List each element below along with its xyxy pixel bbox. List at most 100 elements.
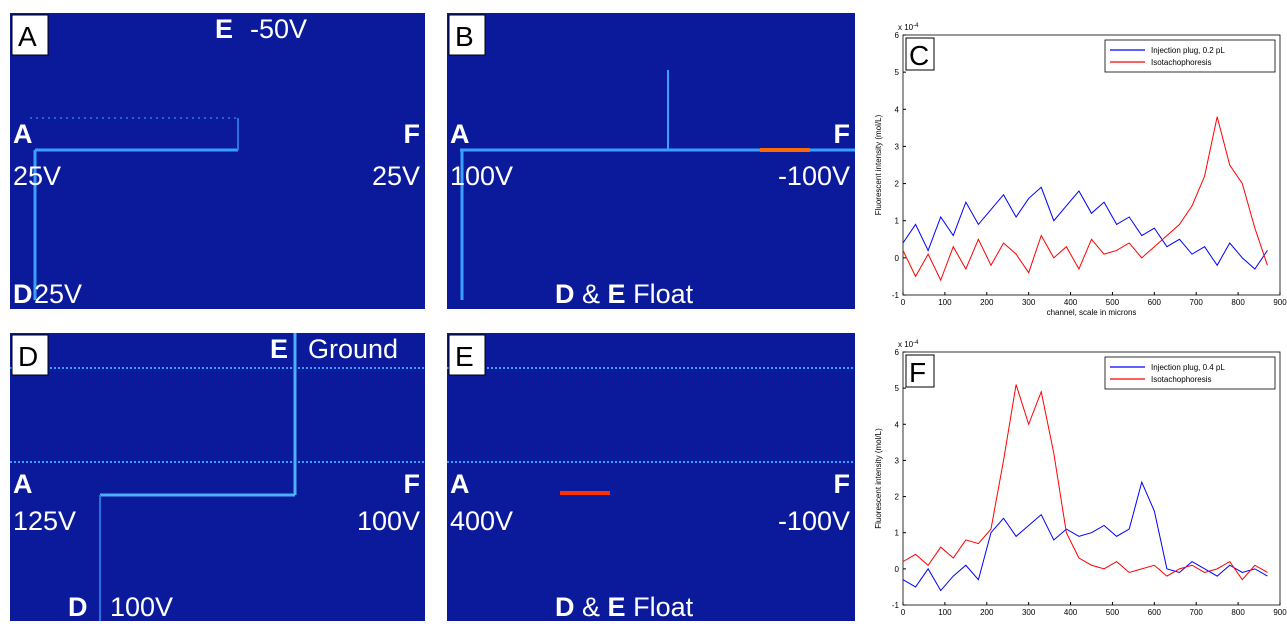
x-tick-label: 500 — [1106, 298, 1120, 307]
data-line — [902, 384, 1268, 581]
x-tick-label: 700 — [1190, 608, 1204, 617]
panel-label: D — [18, 341, 38, 372]
image-panel — [447, 13, 855, 309]
y-multiplier-exponent: -4 — [913, 340, 919, 346]
x-tick-label: 900 — [1273, 608, 1287, 617]
x-tick-label: 100 — [938, 608, 952, 617]
voltage: -100V — [778, 161, 850, 191]
y-tick-label: 5 — [895, 68, 900, 77]
x-tick-label: 600 — [1148, 608, 1162, 617]
y-tick-label: 2 — [895, 180, 900, 189]
x-tick-label: 800 — [1231, 298, 1245, 307]
electrode: D — [555, 279, 575, 309]
voltage: Ground — [308, 334, 398, 364]
voltage: 100V — [110, 592, 173, 622]
y-multiplier-base: x 10 — [898, 23, 914, 32]
image-panel — [447, 333, 855, 621]
electrode: D — [555, 592, 575, 622]
panel-label: F — [909, 357, 926, 388]
electrode: A — [450, 119, 470, 149]
image-panel — [10, 13, 425, 309]
panel-label-box — [905, 354, 935, 388]
status: D & E Float — [555, 592, 694, 622]
voltage: 125V — [13, 506, 76, 536]
electrode: E — [215, 14, 233, 44]
electrode: D — [13, 279, 33, 309]
electrode: D — [68, 592, 88, 622]
x-tick-label: 600 — [1148, 298, 1162, 307]
data-line — [902, 480, 1268, 592]
panel-label: B — [455, 21, 474, 52]
conjunction: & — [582, 592, 600, 622]
x-tick-label: 400 — [1064, 298, 1078, 307]
data-line — [902, 186, 1268, 270]
legend — [1104, 356, 1276, 390]
conjunction: & — [582, 279, 600, 309]
electrode: E — [608, 592, 626, 622]
voltage: 400V — [450, 506, 513, 536]
y-tick-label: 1 — [895, 217, 900, 226]
x-tick-label: 900 — [1273, 298, 1287, 307]
y-tick-label: 4 — [895, 105, 900, 114]
x-tick-label: 400 — [1064, 608, 1078, 617]
y-tick-label: -1 — [892, 601, 900, 610]
y-tick-label: -1 — [892, 291, 900, 300]
y-multiplier-exponent: -4 — [913, 23, 919, 29]
electrode: A — [13, 469, 33, 499]
status: D & E Float — [555, 279, 694, 309]
x-tick-label: 100 — [938, 298, 952, 307]
voltage: -50V — [250, 14, 307, 44]
y-tick-label: 6 — [895, 348, 900, 357]
y-tick-label: 1 — [895, 529, 900, 538]
electrode: F — [404, 469, 421, 499]
electrode: A — [13, 119, 33, 149]
panel-label: E — [455, 341, 474, 372]
electrode: E — [270, 334, 288, 364]
electrode: E — [608, 279, 626, 309]
state: Float — [633, 279, 694, 309]
x-tick-label: 500 — [1106, 608, 1120, 617]
state: Float — [633, 592, 694, 622]
x-axis-label: channel, scale in microns — [1047, 308, 1137, 317]
x-tick-label: 0 — [901, 608, 906, 617]
data-line — [902, 116, 1268, 282]
panel-label: C — [909, 40, 929, 71]
electrode: F — [834, 119, 851, 149]
voltage: 25V — [13, 161, 61, 191]
y-tick-label: 2 — [895, 493, 900, 502]
legend-label: Injection plug, 0.4 pL — [1151, 363, 1225, 372]
legend-label: Isotachophoresis — [1151, 58, 1211, 67]
y-tick-label: 3 — [895, 142, 900, 151]
x-tick-label: 800 — [1231, 608, 1245, 617]
y-axis-label: Fluorescent intensity (mol/L) — [874, 428, 883, 529]
electrode: F — [404, 119, 421, 149]
electrode: F — [834, 469, 851, 499]
voltage: 100V — [357, 506, 420, 536]
plot-area — [902, 351, 1281, 606]
voltage: -100V — [778, 506, 850, 536]
y-axis-label: Fluorescent intensity (mol/L) — [874, 114, 883, 215]
electrode: A — [450, 469, 470, 499]
y-tick-label: 6 — [895, 31, 900, 40]
x-tick-label: 300 — [1022, 608, 1036, 617]
y-tick-label: 3 — [895, 456, 900, 465]
x-tick-label: 700 — [1190, 298, 1204, 307]
y-tick-label: 0 — [895, 565, 900, 574]
x-tick-label: 200 — [980, 608, 994, 617]
x-tick-label: 200 — [980, 298, 994, 307]
voltage: 25V — [372, 161, 420, 191]
y-multiplier: x 10-4 — [898, 23, 919, 32]
panel-label: A — [18, 21, 37, 52]
y-multiplier: x 10-4 — [898, 340, 919, 349]
y-tick-label: 4 — [895, 420, 900, 429]
voltage: 25V — [34, 279, 82, 309]
y-tick-label: 0 — [895, 254, 900, 263]
image-panel — [10, 333, 425, 621]
voltage: 100V — [450, 161, 513, 191]
plot-area — [902, 34, 1281, 296]
panel-label-box — [905, 37, 935, 71]
x-tick-label: 0 — [901, 298, 906, 307]
legend-label: Isotachophoresis — [1151, 375, 1211, 384]
x-tick-label: 300 — [1022, 298, 1036, 307]
